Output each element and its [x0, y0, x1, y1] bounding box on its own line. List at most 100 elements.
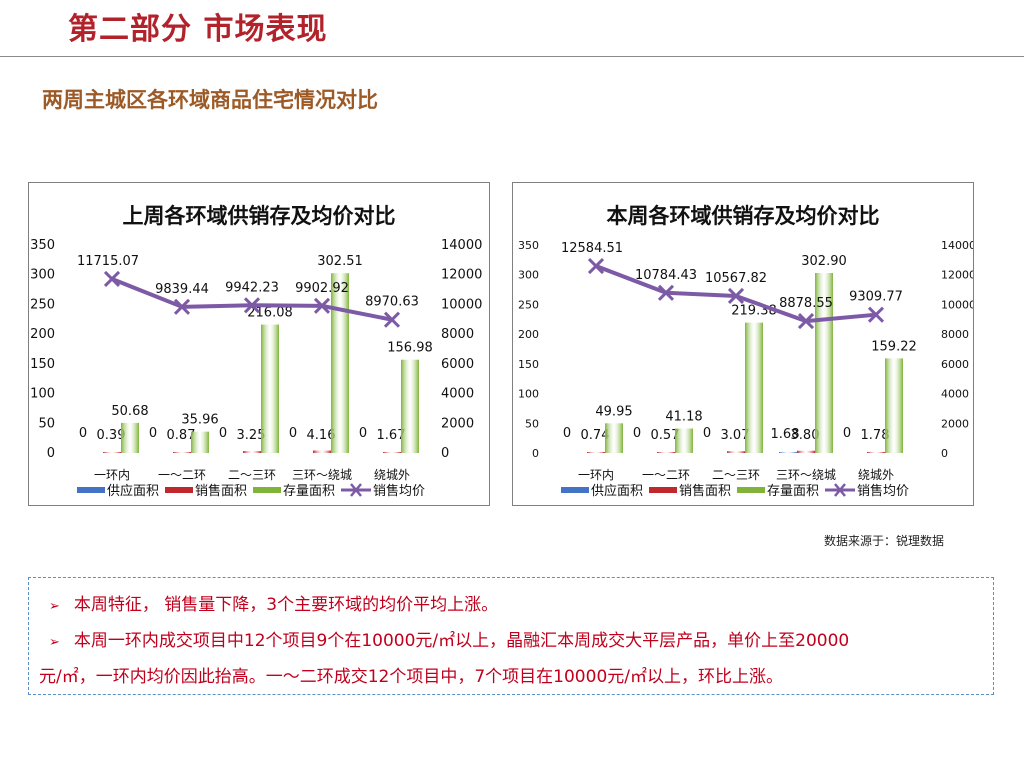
- data-source-note: 数据来源于：锐理数据: [824, 534, 945, 548]
- bar-销售面积: [657, 452, 675, 453]
- bar-data-label: 0: [149, 426, 157, 441]
- y2-tick-label: 10000: [941, 298, 973, 311]
- y2-tick-label: 2000: [441, 416, 474, 431]
- y-tick-label: 300: [30, 268, 55, 283]
- line-data-label: 8878.55: [779, 296, 833, 311]
- bar-存量面积: [675, 428, 693, 453]
- bar-data-label: 1.67: [377, 428, 406, 443]
- line-data-label: 10567.82: [705, 271, 767, 286]
- bullet-arrow-icon: ➢: [49, 635, 60, 650]
- bar-data-label: 0: [79, 426, 87, 441]
- line-point-marker: [867, 306, 885, 323]
- bar-data-label: 159.22: [871, 339, 917, 354]
- legend-swatch: [561, 487, 589, 493]
- y2-tick-label: 0: [941, 447, 948, 460]
- bar-data-label: 0: [219, 426, 227, 441]
- legend-label: 供应面积: [107, 483, 159, 499]
- bar-data-label: 0: [289, 426, 297, 441]
- bar-销售面积: [797, 450, 815, 453]
- y2-tick-label: 6000: [441, 357, 474, 372]
- line-point-marker: [657, 284, 675, 301]
- bar-data-label: 3.07: [721, 428, 750, 443]
- bar-data-label: 216.08: [247, 306, 293, 321]
- y2-tick-label: 0: [441, 446, 449, 461]
- note-text-3: 元/㎡，一环内均价因此抬高。一～二环成交12个项目中，7个项目在10000元/㎡…: [39, 667, 783, 687]
- bar-data-label: 0: [633, 426, 641, 441]
- line-data-label: 9942.23: [225, 280, 279, 295]
- x-category-label: 一～二环: [158, 468, 206, 482]
- bar-存量面积: [401, 359, 419, 453]
- y-tick-label: 50: [38, 416, 55, 431]
- y2-tick-label: 6000: [941, 358, 969, 371]
- bar-data-label: 0.74: [581, 428, 610, 443]
- bar-data-label: 0.87: [167, 428, 196, 443]
- line-data-label: 9309.77: [849, 290, 903, 305]
- line-data-label: 10784.43: [635, 268, 697, 283]
- legend-label: 存量面积: [767, 484, 819, 499]
- y2-tick-label: 8000: [941, 328, 969, 341]
- legend-label: 销售面积: [679, 483, 731, 499]
- line-point-marker: [173, 298, 191, 315]
- note-line-1: ➢ 本周特征， 销售量下降，3个主要环域的均价平均上涨。: [39, 588, 983, 624]
- y-tick-label: 200: [518, 328, 539, 341]
- x-category-label: 三环～绕城: [292, 468, 352, 482]
- bar-存量面积: [605, 423, 623, 453]
- legend-marker-icon: [834, 483, 846, 497]
- last-week-chart: 上周各环域供销存及均价对比 0 50 100 150 200 250 300 350 0 2000 4…: [28, 182, 490, 506]
- bar-data-label: 1.78: [861, 428, 890, 443]
- x-category-label: 一～二环: [642, 468, 690, 482]
- note-text-1: 本周特征， 销售量下降，3个主要环域的均价平均上涨。: [73, 595, 499, 615]
- bar-存量面积: [121, 422, 139, 453]
- bar-销售面积: [867, 451, 885, 453]
- y-tick-label: 350: [518, 239, 539, 252]
- this-week-chart-svg: 本周各环域供销存及均价对比 0 50 100 150 200 250 300 350 0 2000 4…: [518, 204, 973, 499]
- y-tick-label: 100: [30, 387, 55, 402]
- y2-tick-label: 12000: [441, 268, 482, 283]
- bar-data-label: 0: [843, 426, 851, 441]
- this-week-chart: 本周各环域供销存及均价对比 0 50 100 150 200 250 300 350 0 2000 4…: [512, 182, 974, 506]
- bullet-arrow-icon: ➢: [49, 599, 60, 614]
- line-point-marker: [243, 297, 261, 314]
- bar-data-label: 0.39: [97, 428, 126, 443]
- bar-data-label: 0.57: [651, 428, 680, 443]
- x-category-label: 绕城外: [374, 468, 410, 482]
- chart-title: 本周各环域供销存及均价对比: [607, 204, 880, 228]
- bar-data-label: 3.25: [237, 428, 266, 443]
- y-tick-label: 250: [518, 298, 539, 311]
- line-point-marker: [103, 270, 121, 288]
- bar-销售面积: [587, 452, 605, 453]
- bar-data-label: 1.68: [771, 427, 800, 442]
- legend-swatch: [77, 487, 105, 493]
- y2-tick-label: 10000: [441, 297, 482, 312]
- bar-存量面积: [331, 273, 349, 453]
- bar-data-label: 302.90: [801, 254, 847, 269]
- legend-marker-icon: [350, 483, 362, 497]
- y2-tick-label: 4000: [941, 388, 969, 401]
- bar-销售面积: [243, 451, 261, 453]
- notes-box: ➢ 本周特征， 销售量下降，3个主要环域的均价平均上涨。 ➢ 本周一环内成交项目中1…: [28, 577, 994, 695]
- x-category-label: 三环～绕城: [776, 468, 836, 482]
- title-divider: [0, 56, 1024, 57]
- bar-data-label: 0: [563, 426, 571, 441]
- bar-存量面积: [885, 358, 903, 453]
- bar-data-label: 156.98: [387, 341, 433, 356]
- note-line-3: 元/㎡，一环内均价因此抬高。一～二环成交12个项目中，7个项目在10000元/㎡…: [39, 660, 983, 694]
- legend-label: 销售均价: [373, 483, 425, 499]
- y-tick-label: 350: [30, 238, 55, 253]
- bar-data-label: 41.18: [665, 410, 702, 425]
- note-text-2: 本周一环内成交项目中12个项目9个在10000元/㎡以上，晶融汇本周成交大平层产…: [73, 631, 850, 651]
- line-data-label: 11715.07: [77, 254, 139, 269]
- bar-供应面积: [779, 452, 797, 453]
- legend-swatch: [737, 487, 765, 493]
- x-category-label: 绕城外: [858, 468, 894, 482]
- x-category-label: 一环内: [94, 468, 130, 482]
- line-point-marker: [383, 311, 401, 328]
- line-data-label: 9839.44: [155, 282, 209, 297]
- bar-data-label: 0: [703, 426, 711, 441]
- line-data-label: 9902.92: [295, 281, 349, 296]
- y2-tick-label: 14000: [441, 238, 482, 253]
- x-category-label: 二～三环: [228, 468, 276, 482]
- note-line-2: ➢ 本周一环内成交项目中12个项目9个在10000元/㎡以上，晶融汇本周成交大平层…: [39, 624, 983, 660]
- bar-data-label: 0: [359, 426, 367, 441]
- y-tick-label: 100: [518, 388, 539, 401]
